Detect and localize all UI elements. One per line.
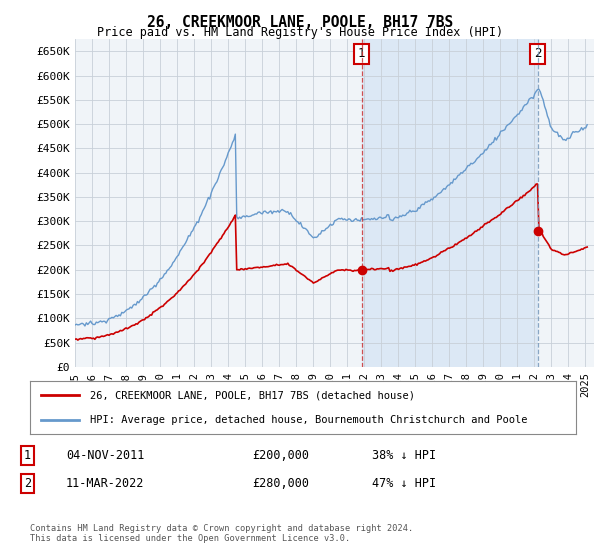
Text: 1: 1 (24, 449, 31, 462)
Text: Contains HM Land Registry data © Crown copyright and database right 2024.
This d: Contains HM Land Registry data © Crown c… (30, 524, 413, 543)
Text: 38% ↓ HPI: 38% ↓ HPI (372, 449, 436, 462)
Text: £200,000: £200,000 (252, 449, 309, 462)
Text: 2: 2 (534, 48, 541, 60)
Text: 1: 1 (358, 48, 365, 60)
Text: HPI: Average price, detached house, Bournemouth Christchurch and Poole: HPI: Average price, detached house, Bour… (90, 414, 527, 424)
Text: 47% ↓ HPI: 47% ↓ HPI (372, 477, 436, 490)
Text: 26, CREEKMOOR LANE, POOLE, BH17 7BS: 26, CREEKMOOR LANE, POOLE, BH17 7BS (147, 15, 453, 30)
Text: £280,000: £280,000 (252, 477, 309, 490)
Text: 04-NOV-2011: 04-NOV-2011 (66, 449, 145, 462)
Text: Price paid vs. HM Land Registry's House Price Index (HPI): Price paid vs. HM Land Registry's House … (97, 26, 503, 39)
Bar (362, 39, 538, 367)
Text: 26, CREEKMOOR LANE, POOLE, BH17 7BS (detached house): 26, CREEKMOOR LANE, POOLE, BH17 7BS (det… (90, 390, 415, 400)
Text: 2: 2 (24, 477, 31, 490)
Text: 11-MAR-2022: 11-MAR-2022 (66, 477, 145, 490)
